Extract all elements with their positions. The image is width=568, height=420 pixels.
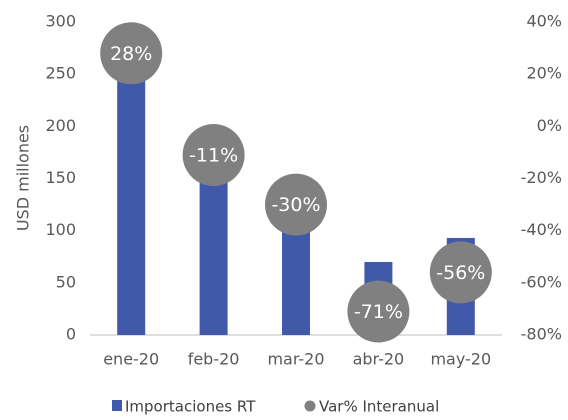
y2-tick-label: -20% — [521, 168, 562, 187]
x-tick-label: feb-20 — [188, 350, 240, 369]
legend-swatch — [304, 400, 316, 412]
dot — [347, 280, 410, 343]
dot — [429, 241, 492, 304]
x-tick-label: mar-20 — [267, 350, 324, 369]
y2-tick-label: -40% — [521, 220, 562, 239]
dot — [100, 22, 163, 85]
y-tick-label: 300 — [45, 12, 76, 31]
y-tick-label: 0 — [66, 325, 76, 344]
bar — [117, 63, 146, 335]
legend-label: Var% Interanual — [319, 398, 439, 416]
y-tick-label: 100 — [45, 220, 76, 239]
y-tick-label: 200 — [45, 116, 76, 135]
y-tick-label: 50 — [56, 272, 76, 291]
x-tick-label: may-20 — [430, 350, 491, 369]
y-axis-label: USD millones — [14, 125, 33, 231]
data-label: -30% — [271, 194, 320, 216]
dot — [265, 173, 327, 236]
bar — [282, 225, 310, 335]
data-label: -11% — [189, 145, 238, 167]
data-label: -56% — [436, 262, 485, 284]
y2-tick-label: -60% — [521, 272, 562, 291]
dot — [182, 124, 245, 187]
legend-swatch — [112, 400, 122, 411]
y-tick-label: 250 — [45, 64, 76, 83]
legend-label: Importaciones RT — [125, 398, 256, 416]
y2-tick-label: 20% — [526, 64, 562, 83]
data-label: -71% — [354, 301, 403, 323]
y2-tick-label: 0% — [537, 116, 562, 135]
x-tick-label: ene-20 — [103, 350, 159, 369]
y-tick-label: 150 — [45, 168, 76, 187]
y2-tick-label: 40% — [526, 12, 562, 31]
data-label: 28% — [110, 43, 152, 65]
x-tick-label: abr-20 — [353, 350, 405, 369]
y2-tick-label: -80% — [521, 325, 562, 344]
bar — [199, 178, 228, 335]
